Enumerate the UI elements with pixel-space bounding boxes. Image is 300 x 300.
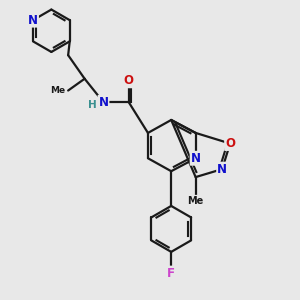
Text: N: N	[98, 96, 109, 109]
Text: F: F	[167, 267, 175, 280]
Text: H: H	[88, 100, 97, 110]
Text: O: O	[225, 137, 235, 150]
Text: O: O	[124, 74, 134, 87]
Text: N: N	[217, 163, 227, 176]
Text: Me: Me	[188, 196, 204, 206]
Text: N: N	[28, 14, 38, 27]
Text: N: N	[190, 152, 201, 165]
Text: Me: Me	[50, 86, 65, 95]
